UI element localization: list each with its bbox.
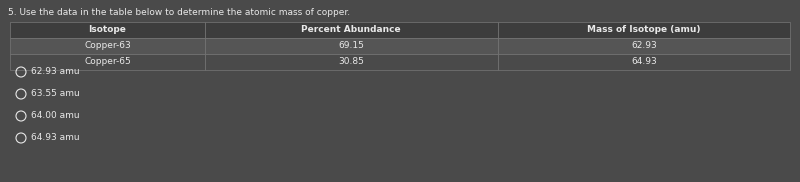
Text: 30.85: 30.85: [338, 58, 364, 66]
Bar: [205, 38, 498, 54]
Bar: [205, 22, 498, 38]
Bar: [10, 38, 205, 54]
Bar: [205, 54, 498, 70]
Bar: [498, 22, 790, 38]
Bar: [10, 54, 205, 70]
Text: 64.00 amu: 64.00 amu: [31, 112, 80, 120]
Text: 63.55 amu: 63.55 amu: [31, 90, 80, 98]
Bar: [498, 54, 790, 70]
Text: 62.93: 62.93: [631, 41, 657, 50]
Text: Mass of Isotope (amu): Mass of Isotope (amu): [587, 25, 701, 35]
Bar: [498, 38, 790, 54]
Text: 5. Use the data in the table below to determine the atomic mass of copper.: 5. Use the data in the table below to de…: [8, 8, 350, 17]
Text: 69.15: 69.15: [338, 41, 364, 50]
Bar: [10, 22, 205, 38]
Text: Copper-65: Copper-65: [84, 58, 131, 66]
Text: Percent Abundance: Percent Abundance: [302, 25, 401, 35]
Text: 64.93 amu: 64.93 amu: [31, 134, 80, 143]
Text: 62.93 amu: 62.93 amu: [31, 68, 80, 76]
Text: Isotope: Isotope: [89, 25, 126, 35]
Text: 64.93: 64.93: [631, 58, 657, 66]
Text: Copper-63: Copper-63: [84, 41, 131, 50]
